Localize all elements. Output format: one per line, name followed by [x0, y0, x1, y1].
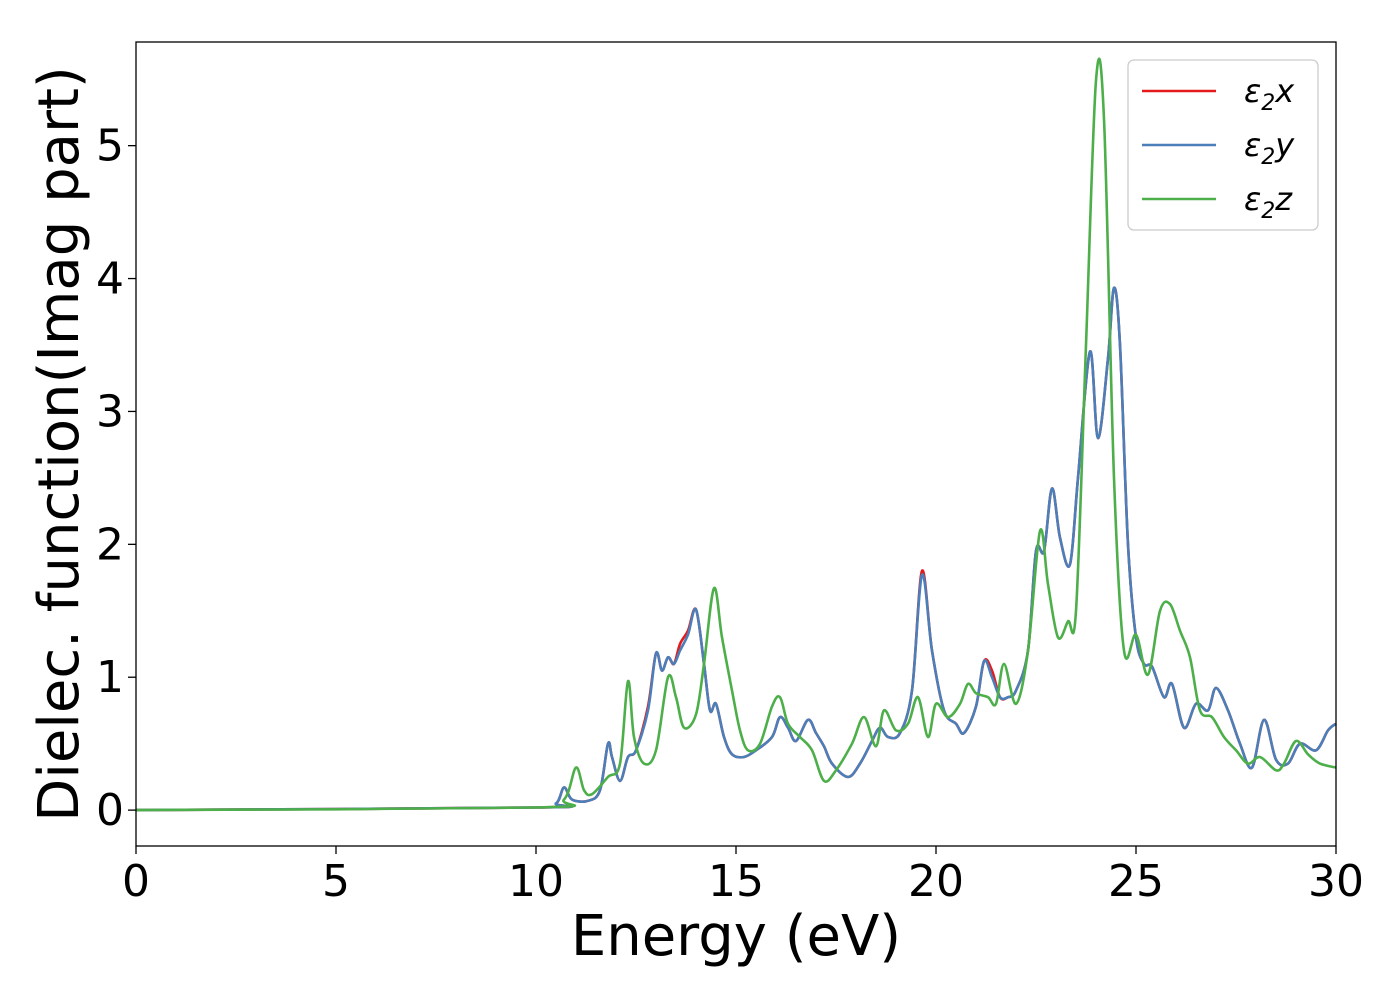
x-axis-ticks: 0 5 10 15 20 25 30	[122, 846, 1364, 907]
y-axis-label: Dielec. function(Imag part)	[27, 66, 92, 822]
x-tick-label: 30	[1308, 856, 1364, 907]
legend-label-y: ε2y	[1244, 126, 1295, 170]
x-tick-label: 0	[122, 856, 150, 907]
series-layer	[135, 57, 1337, 812]
legend-items: ε2x ε2y ε2z	[1142, 72, 1295, 224]
x-tick-label: 20	[908, 856, 964, 907]
y-tick-label: 2	[96, 519, 124, 570]
series-line-z	[135, 57, 1337, 812]
y-tick-label: 0	[96, 785, 124, 836]
y-tick-label: 5	[96, 121, 124, 172]
series-line-x	[135, 286, 1337, 812]
x-axis-label: Energy (eV)	[571, 904, 901, 969]
x-tick-label: 15	[708, 856, 764, 907]
x-tick-label: 10	[508, 856, 564, 907]
y-tick-label: 4	[96, 254, 124, 305]
legend-label-z: ε2z	[1244, 180, 1293, 224]
legend-box	[1127, 59, 1319, 231]
series-line-y	[135, 286, 1337, 812]
legend: ε2x ε2y ε2z	[1127, 59, 1319, 231]
y-tick-label: 3	[96, 386, 124, 437]
x-tick-label: 25	[1108, 856, 1164, 907]
y-axis-ticks: 0 1 2 3 4 5	[96, 121, 136, 836]
x-tick-label: 5	[322, 856, 350, 907]
legend-label-x: ε2x	[1244, 72, 1295, 116]
y-tick-label: 1	[96, 652, 124, 703]
